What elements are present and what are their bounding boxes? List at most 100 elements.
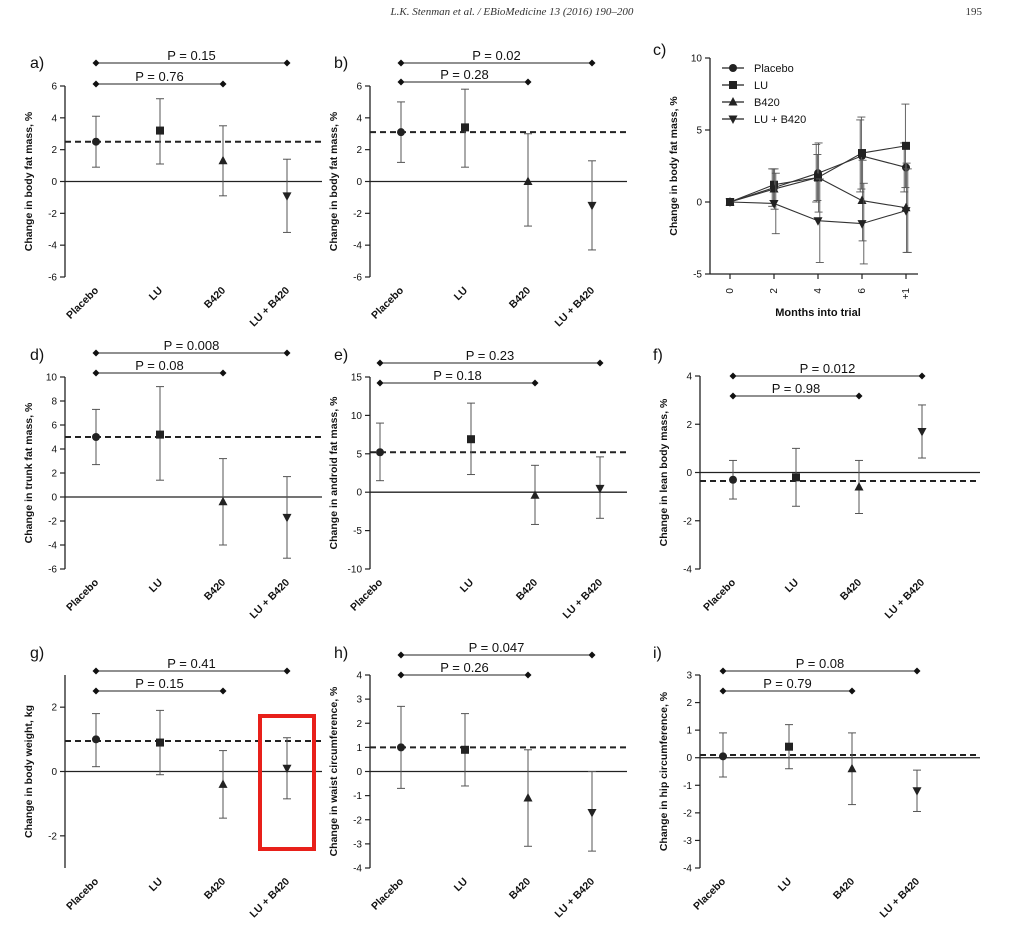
bracket-end (729, 392, 737, 400)
group-lu (156, 98, 164, 165)
pvalue-label: P = 0.15 (167, 48, 216, 63)
bracket-end (92, 687, 100, 695)
panel-label: d) (30, 347, 44, 364)
y-axis-label: Change in waist circumference, % (328, 686, 340, 856)
data-point (218, 779, 228, 788)
x-tick-label: B420 (507, 876, 533, 902)
page-number: 195 (965, 6, 983, 18)
bracket-end (855, 392, 863, 400)
y-axis-label: Change in trunk fat mass, % (23, 402, 35, 543)
chart-panel-b: b) -6 -4 -2 0 2 4 6 Change in body fat mass, % Pl… (328, 48, 627, 329)
bracket-end (283, 349, 291, 357)
group-lu-b420 (587, 771, 597, 852)
x-tick-label: B420 (202, 577, 228, 603)
data-point (92, 735, 100, 744)
panel-label: i) (653, 645, 662, 662)
x-tick-label: 0 (725, 288, 736, 294)
y-axis-label: Change in body fat mass, % (23, 111, 35, 251)
y-tick-label: -2 (48, 831, 57, 842)
data-point (156, 430, 164, 439)
y-tick-label: 2 (686, 698, 692, 709)
pvalue-label: P = 0.02 (472, 48, 521, 63)
pvalue-label: P = 0.76 (135, 69, 184, 84)
y-tick-label: 2 (51, 469, 57, 480)
y-tick-label: 6 (356, 82, 362, 93)
data-point (218, 155, 228, 165)
y-tick-label: -6 (48, 565, 57, 576)
group-lu (785, 724, 793, 770)
y-tick-label: 4 (356, 113, 362, 124)
data-point (902, 163, 910, 172)
bracket-end (848, 687, 856, 695)
y-tick-label: -10 (348, 565, 363, 576)
y-tick-label: -1 (353, 791, 362, 802)
y-tick-label: -4 (683, 565, 692, 576)
x-tick-label: Placebo (64, 876, 101, 913)
legend-marker (729, 64, 737, 72)
data-point (587, 201, 597, 211)
y-tick-label: -4 (48, 541, 57, 552)
group-lu-b420 (282, 737, 292, 800)
data-point (912, 787, 922, 796)
group-b420 (854, 459, 864, 515)
group-b420 (523, 749, 533, 847)
x-tick-label: +1 (901, 288, 912, 300)
chart-panel-d: d) -6 -4 -2 0 2 4 6 8 10 Change in trunk fat mass,… (23, 338, 322, 621)
group-lu (461, 713, 469, 787)
group-lu (156, 709, 164, 776)
y-tick-label: 3 (686, 671, 692, 682)
y-tick-label: 5 (356, 449, 362, 460)
group-b420 (523, 133, 533, 227)
x-tick-label: Placebo (64, 577, 101, 614)
series-placebo (726, 119, 910, 207)
y-tick-label: -4 (353, 864, 362, 875)
x-axis-label: Months into trial (775, 307, 861, 319)
bracket-end (719, 687, 727, 695)
group-placebo (397, 705, 405, 789)
x-tick-label: Placebo (369, 876, 406, 913)
y-tick-label: 0 (686, 753, 692, 764)
x-tick-label: LU (147, 876, 165, 894)
data-point (92, 137, 100, 146)
panel-label: g) (30, 645, 44, 662)
x-tick-label: LU + B420 (561, 577, 606, 622)
pvalue-label: P = 0.15 (135, 676, 184, 691)
x-tick-label: Placebo (691, 876, 728, 913)
data-point (523, 793, 533, 802)
y-tick-label: 10 (691, 54, 703, 65)
pvalue-label: P = 0.23 (466, 348, 515, 363)
y-tick-label: -2 (353, 209, 362, 220)
y-tick-label: 0 (51, 177, 57, 188)
data-point (719, 752, 727, 761)
data-point (792, 473, 800, 482)
y-tick-label: -3 (353, 839, 362, 850)
y-tick-label: 0 (356, 177, 362, 188)
pvalue-label: P = 0.41 (167, 656, 216, 671)
pvalue-label: P = 0.08 (135, 358, 184, 373)
bracket-end (376, 379, 384, 387)
y-tick-label: -2 (683, 516, 692, 527)
y-tick-label: 0 (356, 488, 362, 499)
panel-label: a) (30, 55, 44, 72)
y-tick-label: -5 (693, 270, 702, 281)
bracket-end (588, 59, 596, 67)
pvalue-label: P = 0.047 (469, 640, 525, 655)
y-tick-label: -2 (683, 808, 692, 819)
y-tick-label: 6 (51, 82, 57, 93)
y-axis-label: Change in android fat mass, % (328, 396, 340, 550)
pvalue-label: P = 0.012 (800, 361, 856, 376)
y-tick-label: -3 (683, 836, 692, 847)
data-point (282, 513, 292, 523)
x-tick-label: LU + B420 (883, 577, 928, 622)
group-placebo (92, 115, 100, 168)
y-tick-label: 10 (351, 411, 363, 422)
x-tick-label: LU + B420 (248, 577, 293, 622)
data-point (902, 141, 910, 150)
x-tick-label: LU (452, 285, 470, 303)
data-point (901, 207, 911, 216)
y-tick-label: -6 (353, 273, 362, 284)
group-lu-b420 (282, 158, 292, 233)
group-b420 (218, 750, 228, 819)
bracket-end (283, 667, 291, 675)
y-tick-label: -2 (48, 209, 57, 220)
